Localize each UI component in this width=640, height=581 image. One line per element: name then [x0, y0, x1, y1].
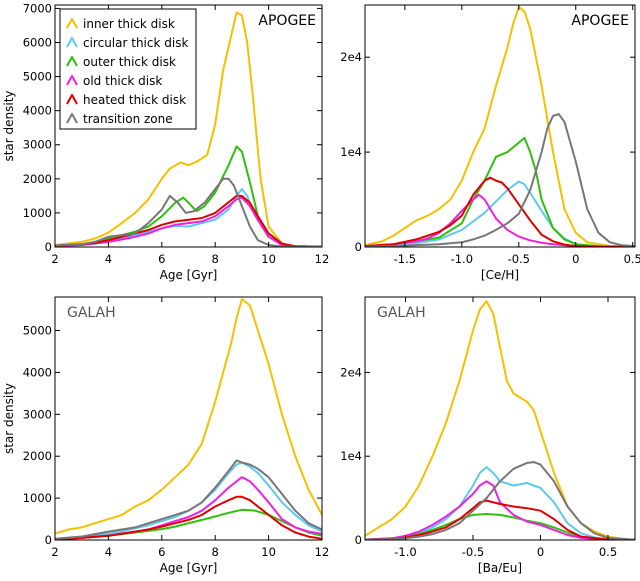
- x-axis-label: Age [Gyr]: [160, 268, 218, 282]
- legend-swatch-circular: [66, 37, 78, 48]
- y-tick-label: 6000: [23, 35, 52, 49]
- y-tick-label: 1000: [23, 206, 52, 220]
- legend-label-inner: inner thick disk: [83, 17, 175, 31]
- y-tick-label: 4000: [23, 104, 52, 118]
- series-line-transition: [365, 461, 635, 540]
- legend-swatch-old: [66, 75, 78, 86]
- x-axis-label: [Ba/Eu]: [478, 561, 522, 575]
- y-tick-label: 7000: [23, 1, 52, 15]
- legend-swatch-outer: [66, 56, 78, 67]
- panel-title: GALAH: [377, 305, 426, 321]
- series-line-heated: [55, 194, 322, 247]
- x-tick-label: 6: [158, 252, 165, 266]
- series-group: [55, 298, 322, 540]
- x-tick-label: 4: [105, 545, 112, 559]
- series-line-inner: [55, 11, 322, 247]
- series-line-inner: [55, 298, 322, 535]
- series-line-old: [55, 196, 322, 247]
- y-tick-label: 1000: [23, 491, 52, 505]
- x-tick-label: -1.0: [394, 545, 416, 559]
- y-tick-label: 1e4: [340, 449, 362, 463]
- legend-label-transition: transition zone: [83, 112, 173, 126]
- x-tick-label: 12: [315, 252, 330, 266]
- x-tick-label: -1.0: [451, 252, 473, 266]
- x-tick-label: 0: [572, 252, 579, 266]
- series-line-heated: [365, 176, 635, 247]
- y-tick-label: 2000: [23, 172, 52, 186]
- series-line-circular: [365, 466, 635, 540]
- y-axis-label: star density: [2, 383, 16, 454]
- y-tick-label: 3000: [23, 138, 52, 152]
- series-line-outer: [365, 136, 635, 247]
- series-group: [365, 5, 635, 247]
- series-line-circular: [365, 180, 635, 247]
- legend-frame: [59, 8, 197, 130]
- panel-title: GALAH: [67, 305, 116, 321]
- plot-frame: [364, 4, 636, 248]
- legend-swatch-heated: [66, 94, 78, 105]
- panel-top-right-apogee-ce-h: -1.5 -1.0 -0.5 0 0.5 0 1e4 2e4 [Ce/H] APOGEE: [340, 4, 640, 282]
- plot-frame: [54, 4, 323, 248]
- plot-frame: [364, 296, 636, 541]
- legend: inner thick disk circular thick disk outer…: [59, 8, 197, 130]
- x-tick-label: 12: [315, 545, 330, 559]
- plot-frame: [54, 296, 323, 541]
- x-tick-label: 10: [261, 545, 276, 559]
- y-tick-label: 0: [45, 533, 52, 547]
- x-tick-label: 8: [212, 545, 219, 559]
- x-tick-label: 4: [105, 252, 112, 266]
- legend-label-circular: circular thick disk: [83, 36, 188, 50]
- y-tick-label: 2e4: [340, 50, 362, 64]
- x-tick-label: 0.5: [624, 252, 640, 266]
- y-tick-label: 0: [355, 533, 362, 547]
- y-tick-label: 5000: [23, 324, 52, 338]
- series-line-outer: [55, 145, 322, 247]
- legend-label-old: old thick disk: [83, 74, 162, 88]
- legend-swatch-transition: [66, 113, 78, 124]
- x-axis-label: [Ce/H]: [481, 268, 519, 282]
- x-axis-label: Age [Gyr]: [160, 561, 218, 575]
- series-line-circular: [55, 461, 322, 540]
- series-line-transition: [55, 459, 322, 540]
- y-tick-label: 4000: [23, 365, 52, 379]
- x-tick-label: 2: [51, 252, 58, 266]
- y-tick-label: 1e4: [340, 145, 362, 159]
- panel-top-left-apogee-age: 2 4 6 8 10 12 0 1000 2000 3000 4000 5000 6000 7000 Age…: [2, 1, 329, 282]
- x-tick-label: 6: [158, 545, 165, 559]
- y-tick-label: 0: [45, 240, 52, 254]
- x-tick-label: -1.5: [394, 252, 416, 266]
- series-line-inner: [365, 5, 635, 247]
- x-tick-label: 0.5: [599, 545, 617, 559]
- x-tick-label: 0: [537, 545, 544, 559]
- series-line-old: [55, 476, 322, 540]
- y-tick-label: 3000: [23, 407, 52, 421]
- x-tick-label: 8: [212, 252, 219, 266]
- series-line-old: [365, 480, 635, 540]
- series-line-old: [365, 193, 635, 247]
- legend-label-heated: heated thick disk: [83, 93, 186, 107]
- legend-swatch-inner: [66, 18, 78, 29]
- y-tick-label: 5000: [23, 70, 52, 84]
- x-tick-label: -0.5: [508, 252, 530, 266]
- y-axis-label: star density: [2, 90, 16, 161]
- series-line-transition: [55, 177, 322, 247]
- series-group: [365, 300, 635, 540]
- legend-label-outer: outer thick disk: [83, 55, 176, 69]
- x-tick-label: 10: [261, 252, 276, 266]
- y-tick-label: 2e4: [340, 365, 362, 379]
- series-group: [55, 11, 322, 247]
- y-tick-label: 0: [355, 240, 362, 254]
- panel-title: APOGEE: [258, 13, 316, 29]
- x-tick-label: 2: [51, 545, 58, 559]
- x-tick-label: -0.5: [462, 545, 484, 559]
- panel-bottom-right-galah-ba-eu: -1.0 -0.5 0 0.5 0 1e4 2e4 [Ba/Eu] GALAH: [340, 296, 636, 575]
- series-line-heated: [365, 499, 635, 540]
- series-line-transition: [365, 113, 635, 247]
- panel-bottom-left-galah-age: 2 4 6 8 10 12 0 1000 2000 3000 4000 5000 Age [Gyr] st…: [2, 296, 330, 575]
- series-line-heated: [55, 495, 322, 540]
- panel-title: APOGEE: [571, 13, 629, 29]
- y-tick-label: 2000: [23, 449, 52, 463]
